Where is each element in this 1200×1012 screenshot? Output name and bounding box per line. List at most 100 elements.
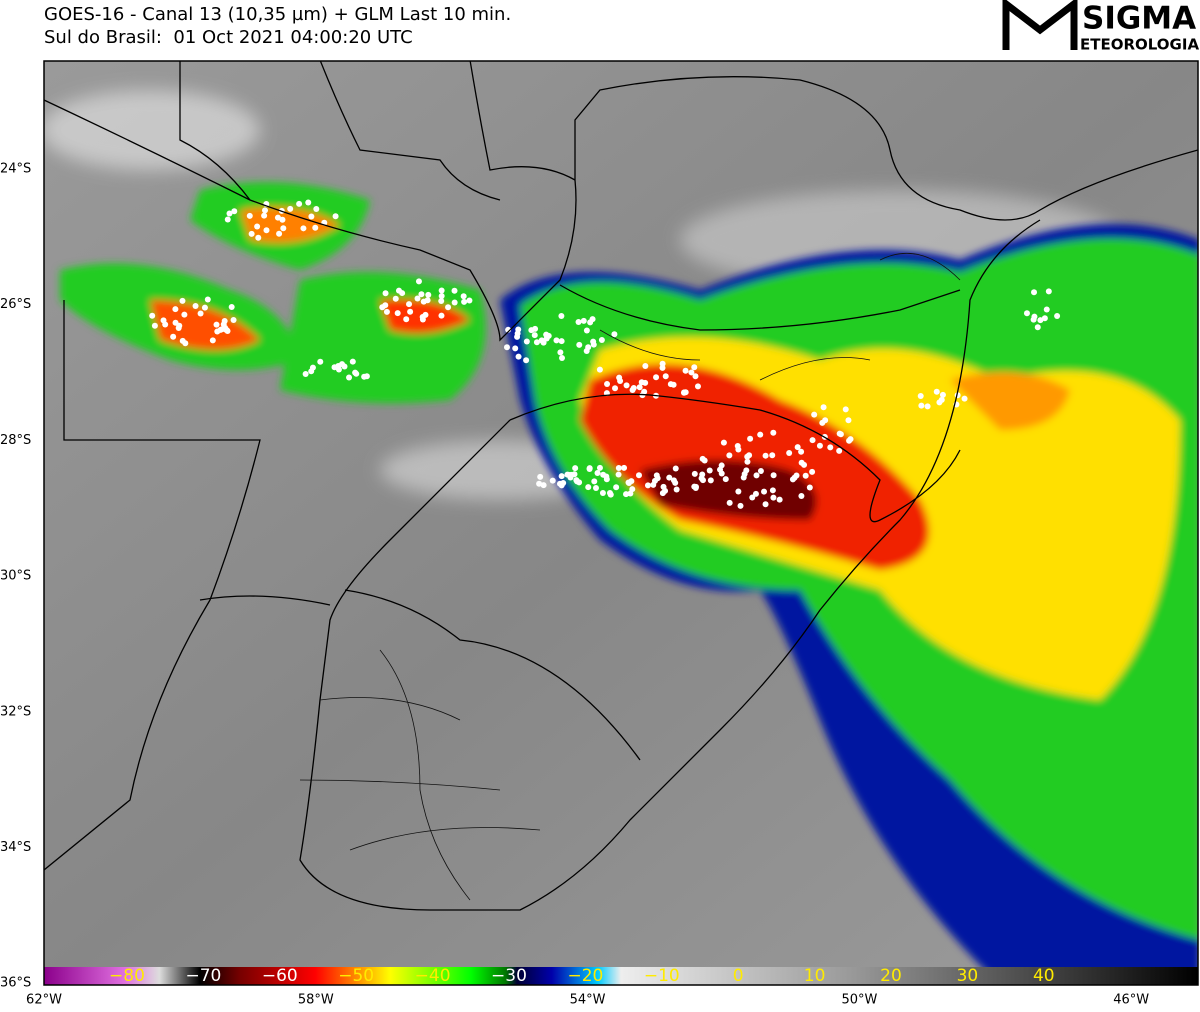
- lightning-flash: [425, 291, 432, 298]
- lightning-flash: [688, 369, 695, 376]
- lightning-flash: [549, 477, 556, 484]
- lightning-flash: [339, 361, 346, 368]
- latitude-label: 34°S: [0, 840, 31, 855]
- lightning-flash: [762, 501, 769, 508]
- lightning-flash: [575, 318, 582, 325]
- lightning-flash: [827, 444, 834, 451]
- lightning-flash: [1054, 312, 1061, 319]
- lightning-flash: [735, 446, 742, 453]
- lightning-flash: [162, 321, 169, 328]
- lightning-flash: [557, 349, 564, 356]
- lightning-flash: [172, 306, 179, 313]
- lightning-flash: [226, 210, 233, 217]
- lightning-flash: [279, 216, 286, 223]
- lightning-flash: [574, 478, 581, 485]
- colorbar-label: 20: [880, 966, 902, 986]
- lightning-flash: [213, 321, 220, 328]
- lightning-flash: [596, 464, 603, 471]
- lightning-flash: [600, 471, 607, 478]
- lightning-flash: [276, 230, 283, 237]
- lightning-flash: [438, 312, 445, 319]
- latitude-label: 30°S: [0, 569, 31, 584]
- latitude-label: 28°S: [0, 433, 31, 448]
- lightning-flash: [809, 437, 816, 444]
- lightning-flash: [786, 450, 793, 457]
- lightning-flash: [621, 464, 628, 471]
- lightning-flash: [422, 311, 429, 318]
- lightning-flash: [698, 475, 705, 482]
- lightning-flash: [382, 290, 389, 297]
- lightning-flash: [192, 303, 199, 310]
- subtitle: Sul do Brasil: 01 Oct 2021 04:00:20 UTC: [44, 27, 413, 48]
- lightning-flash: [1041, 315, 1048, 322]
- lightning-flash: [746, 452, 753, 459]
- lightning-flash: [691, 470, 698, 477]
- lightning-flash: [1045, 288, 1052, 295]
- colorbar-label: 30: [957, 966, 979, 986]
- lightning-flash: [394, 310, 401, 317]
- lightning-flash: [349, 358, 356, 365]
- lightning-flash: [811, 411, 818, 418]
- lightning-flash: [415, 278, 422, 285]
- lightning-flash: [540, 482, 547, 489]
- lightning-flash: [939, 391, 946, 398]
- lightning-flash: [515, 326, 522, 333]
- lightning-flash: [735, 488, 742, 495]
- lightning-flash: [296, 200, 303, 207]
- colorbar-label: −50: [338, 966, 374, 986]
- lightning-flash: [682, 367, 689, 374]
- lightning-flash: [558, 355, 565, 362]
- map-frame: [43, 60, 1199, 986]
- lightning-flash: [798, 493, 805, 500]
- colorbar-label: 40: [1033, 966, 1055, 986]
- lightning-flash: [438, 292, 445, 299]
- lightning-flash: [255, 234, 262, 241]
- lightning-flash: [613, 484, 620, 491]
- lightning-flash: [558, 473, 565, 480]
- lightning-flash: [720, 439, 727, 446]
- lightning-flash: [197, 310, 204, 317]
- lightning-flash: [642, 363, 649, 370]
- lightning-flash: [312, 224, 319, 231]
- lightning-flash: [753, 472, 760, 479]
- lightning-flash: [924, 403, 931, 410]
- lightning-flash: [261, 212, 268, 219]
- lightning-flash: [564, 471, 571, 478]
- lightning-flash: [761, 488, 768, 495]
- lightning-flash: [262, 207, 269, 214]
- lightning-flash: [627, 490, 634, 497]
- lightning-flash: [591, 478, 598, 485]
- lightning-flash: [757, 431, 764, 438]
- lightning-flash: [309, 364, 316, 371]
- lightning-flash: [666, 474, 673, 481]
- lightning-flash: [379, 304, 386, 311]
- lightning-flash: [151, 322, 158, 329]
- lightning-flash: [769, 487, 776, 494]
- logo: SIGMA ETEOROLOGIA: [1002, 0, 1199, 54]
- lightning-flash: [717, 466, 724, 473]
- lightning-flash: [596, 366, 603, 373]
- lightning-flash: [536, 480, 543, 487]
- lightning-flash: [515, 353, 522, 360]
- lightning-flash: [209, 337, 216, 344]
- lightning-flash: [659, 360, 666, 367]
- lightning-flash: [308, 213, 315, 220]
- lightning-flash: [424, 297, 431, 304]
- logo-icon: [1002, 0, 1078, 50]
- lightning-flash: [204, 296, 211, 303]
- lightning-flash: [612, 385, 619, 392]
- lightning-flash: [587, 319, 594, 326]
- lightning-flash: [560, 480, 567, 487]
- lightning-flash: [246, 212, 253, 219]
- longitude-label: 62°W: [26, 993, 62, 1008]
- latitude-label: 36°S: [0, 976, 31, 991]
- lightning-flash: [752, 490, 759, 497]
- lightning-flash: [692, 373, 699, 380]
- lightning-flash: [1043, 306, 1050, 313]
- lightning-flash: [611, 331, 618, 338]
- lightning-flash: [451, 299, 458, 306]
- lightning-flash: [673, 486, 680, 493]
- lightning-flash: [346, 374, 353, 381]
- lightning-flash: [181, 311, 188, 318]
